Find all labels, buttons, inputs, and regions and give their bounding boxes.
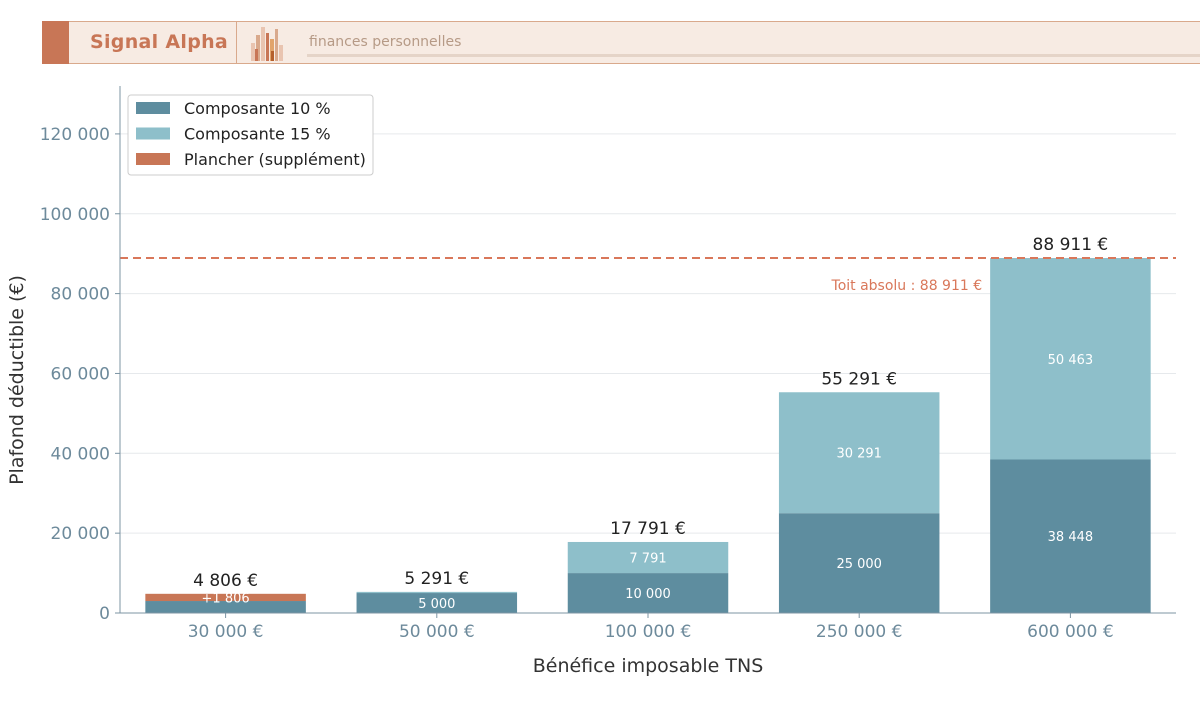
reference-line-label: Toit absolu : 88 911 € [831, 278, 983, 294]
y-tick-label: 120 000 [40, 125, 110, 145]
x-tick-labels: 30 000 € 50 000 € 100 000 € 250 000 € 600 00… [188, 613, 1114, 642]
y-axis-title: Plafond déductible (€) [6, 275, 28, 485]
legend-swatch [136, 153, 170, 165]
bar-chart-logo-icon [251, 27, 283, 61]
brand-accent-block [42, 21, 69, 64]
x-axis-title: Bénéfice imposable TNS [533, 655, 764, 677]
legend: Composante 10 % Composante 15 % Plancher (… [127, 94, 374, 176]
bar-total-label: 88 911 € [1033, 235, 1109, 255]
y-tick-labels: 0 20 000 40 000 60 000 80 000 100 000 120 000 [40, 125, 120, 624]
bar-segment [990, 258, 1151, 460]
site-header: Signal Alpha finances personnelles [42, 21, 1200, 64]
segment-label: 50 463 [1048, 353, 1094, 368]
legend-label: Composante 15 % [184, 125, 331, 144]
y-tick-label: 100 000 [40, 205, 110, 225]
header-divider [236, 22, 237, 63]
bar-segment [990, 459, 1151, 613]
y-tick-label: 40 000 [51, 444, 110, 464]
legend-swatch [136, 127, 170, 140]
bar-segment [567, 573, 729, 613]
segment-label: 38 448 [1048, 530, 1094, 545]
segment-label: 25 000 [836, 557, 882, 572]
bar-total-label: 4 806 € [193, 571, 258, 591]
x-tick-label: 600 000 € [1027, 622, 1114, 642]
bar-segment [145, 601, 306, 613]
segment-label: 10 000 [625, 587, 671, 602]
header-tagline: finances personnelles [309, 34, 462, 50]
x-tick-label: 50 000 € [399, 622, 475, 642]
x-tick-label: 100 000 € [605, 622, 692, 642]
segment-label: +1 806 [202, 591, 250, 606]
legend-label: Plancher (supplément) [184, 150, 366, 169]
segment-label: 30 291 [836, 447, 882, 462]
header-rule [307, 54, 1200, 57]
bar-segment [778, 513, 940, 613]
y-tick-label: 80 000 [51, 285, 110, 305]
bar-segment [567, 541, 729, 574]
bar-total-label: 5 291 € [404, 569, 469, 589]
bar-total-label: 17 791 € [610, 519, 686, 539]
reference-line-group: Toit absolu : 88 911 € [120, 257, 1176, 294]
x-tick-label: 250 000 € [816, 622, 903, 642]
segment-label: 5 000 [418, 597, 455, 612]
segment-label: 7 791 [629, 552, 666, 567]
legend-label: Composante 10 % [184, 99, 331, 118]
brand-name[interactable]: Signal Alpha [90, 31, 229, 53]
y-tick-label: 60 000 [51, 364, 110, 384]
y-tick-label: 0 [99, 604, 110, 624]
legend-box [127, 94, 374, 176]
legend-swatch [136, 102, 170, 114]
y-tick-label: 20 000 [51, 524, 110, 544]
x-tick-label: 30 000 € [188, 622, 264, 642]
bar-segment [356, 593, 518, 613]
bar-segment [145, 593, 306, 602]
bar-total-label: 55 291 € [821, 369, 897, 389]
bar-segment [356, 591, 518, 594]
bar-segment [778, 392, 940, 514]
